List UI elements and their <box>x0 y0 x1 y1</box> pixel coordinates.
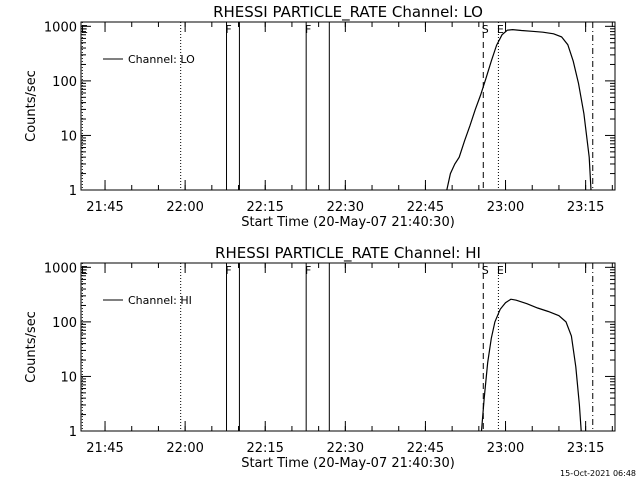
x-tick-label: 22:15 <box>246 200 283 215</box>
legend-label: Channel: LO <box>128 53 195 66</box>
x-tick-label: 22:00 <box>166 200 203 215</box>
x-tick-label: 22:00 <box>166 441 203 456</box>
x-tick-label: 23:15 <box>567 200 604 215</box>
event-marker-label: S <box>482 264 489 277</box>
event-marker-label: E <box>81 23 88 36</box>
chart-title: RHESSI PARTICLE_RATE Channel: LO <box>213 3 483 22</box>
y-tick-label: 1 <box>69 184 77 199</box>
series-line-0 <box>480 298 582 432</box>
y-tick-label: 10 <box>60 129 77 144</box>
event-marker-label: S <box>482 23 489 36</box>
y-axis-label: Counts/sec <box>24 70 39 142</box>
plot-frame <box>80 21 616 191</box>
event-marker-label: E <box>81 264 88 277</box>
x-tick-label: 22:45 <box>407 441 444 456</box>
x-axis-label: Start Time (20-May-07 21:40:30) <box>241 215 455 230</box>
x-tick-label: 22:45 <box>407 200 444 215</box>
x-tick-label: 22:15 <box>246 441 283 456</box>
event-marker-label: E <box>497 23 504 36</box>
y-axis-label: Counts/sec <box>24 311 39 383</box>
chart-title: RHESSI PARTICLE_RATE Channel: HI <box>215 244 481 263</box>
x-tick-label: 23:00 <box>487 441 524 456</box>
y-tick-label: 1 <box>69 425 77 440</box>
y-tick-label: 1000 <box>44 20 77 35</box>
generation-timestamp: 15-Oct-2021 06:48 <box>560 469 636 478</box>
y-tick-label: 100 <box>52 75 77 90</box>
x-tick-label: 22:30 <box>327 441 364 456</box>
x-tick-label: 22:30 <box>327 200 364 215</box>
y-tick-label: 10 <box>60 370 77 385</box>
plot-frame <box>80 262 616 432</box>
event-marker-label: F <box>305 23 311 36</box>
event-marker-label: F <box>225 23 231 36</box>
legend-label: Channel: HI <box>128 294 192 307</box>
x-tick-label: 21:45 <box>86 441 123 456</box>
chart-panel-0: RHESSI PARTICLE_RATE Channel: LO Start Ti… <box>24 3 616 230</box>
series-line-0 <box>446 28 592 191</box>
y-tick-label: 1000 <box>44 261 77 276</box>
event-marker-label: F <box>305 264 311 277</box>
x-tick-label: 23:15 <box>567 441 604 456</box>
event-marker-label: E <box>497 264 504 277</box>
x-tick-label: 21:45 <box>86 200 123 215</box>
y-tick-label: 100 <box>52 316 77 331</box>
x-tick-label: 23:00 <box>487 200 524 215</box>
event-marker-label: F <box>225 264 231 277</box>
chart-panel-1: RHESSI PARTICLE_RATE Channel: HI Start Ti… <box>24 244 616 471</box>
x-axis-label: Start Time (20-May-07 21:40:30) <box>241 456 455 471</box>
